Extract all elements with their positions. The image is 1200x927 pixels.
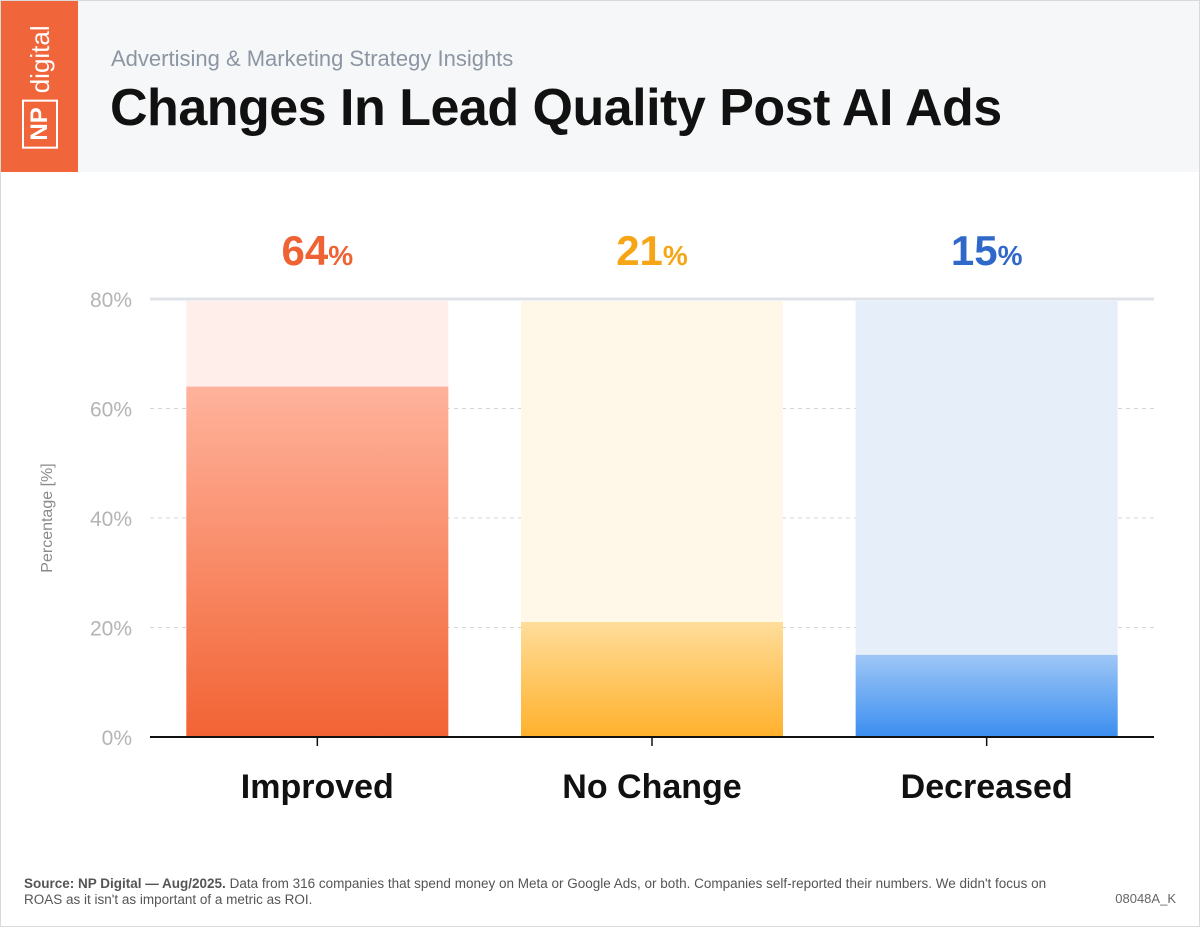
x-tick-label-1: No Change (562, 768, 741, 806)
y-tick-label: 60% (90, 399, 132, 422)
bar-1 (521, 622, 783, 737)
source-note: Source: NP Digital — Aug/2025. Data from… (24, 876, 1064, 908)
bar-0 (186, 386, 449, 737)
y-axis-label: Percentage [%] (39, 463, 56, 572)
source-label: Source: NP Digital — Aug/2025. (24, 876, 226, 891)
chart-code: 08048A_K (1115, 891, 1176, 906)
y-tick-label: 20% (90, 618, 132, 641)
data-label-1: 21% (616, 227, 688, 274)
bar-2 (855, 654, 1118, 737)
y-tick-label: 80% (90, 289, 132, 312)
x-tick-label-0: Improved (241, 768, 394, 806)
y-tick-label: 40% (90, 508, 132, 531)
np-digital-logo: NP digital (1, 1, 78, 172)
chart-subtitle: Advertising & Marketing Strategy Insight… (111, 46, 514, 71)
header-band (1, 1, 1199, 172)
chart-title: Changes In Lead Quality Post AI Ads (110, 79, 1002, 137)
y-tick-label: 0% (102, 727, 132, 750)
data-label-2: 15% (951, 227, 1023, 274)
source-text: Data from 316 companies that spend money… (24, 876, 1047, 907)
data-label-0: 64% (282, 227, 354, 274)
x-tick-label-2: Decreased (901, 768, 1073, 806)
